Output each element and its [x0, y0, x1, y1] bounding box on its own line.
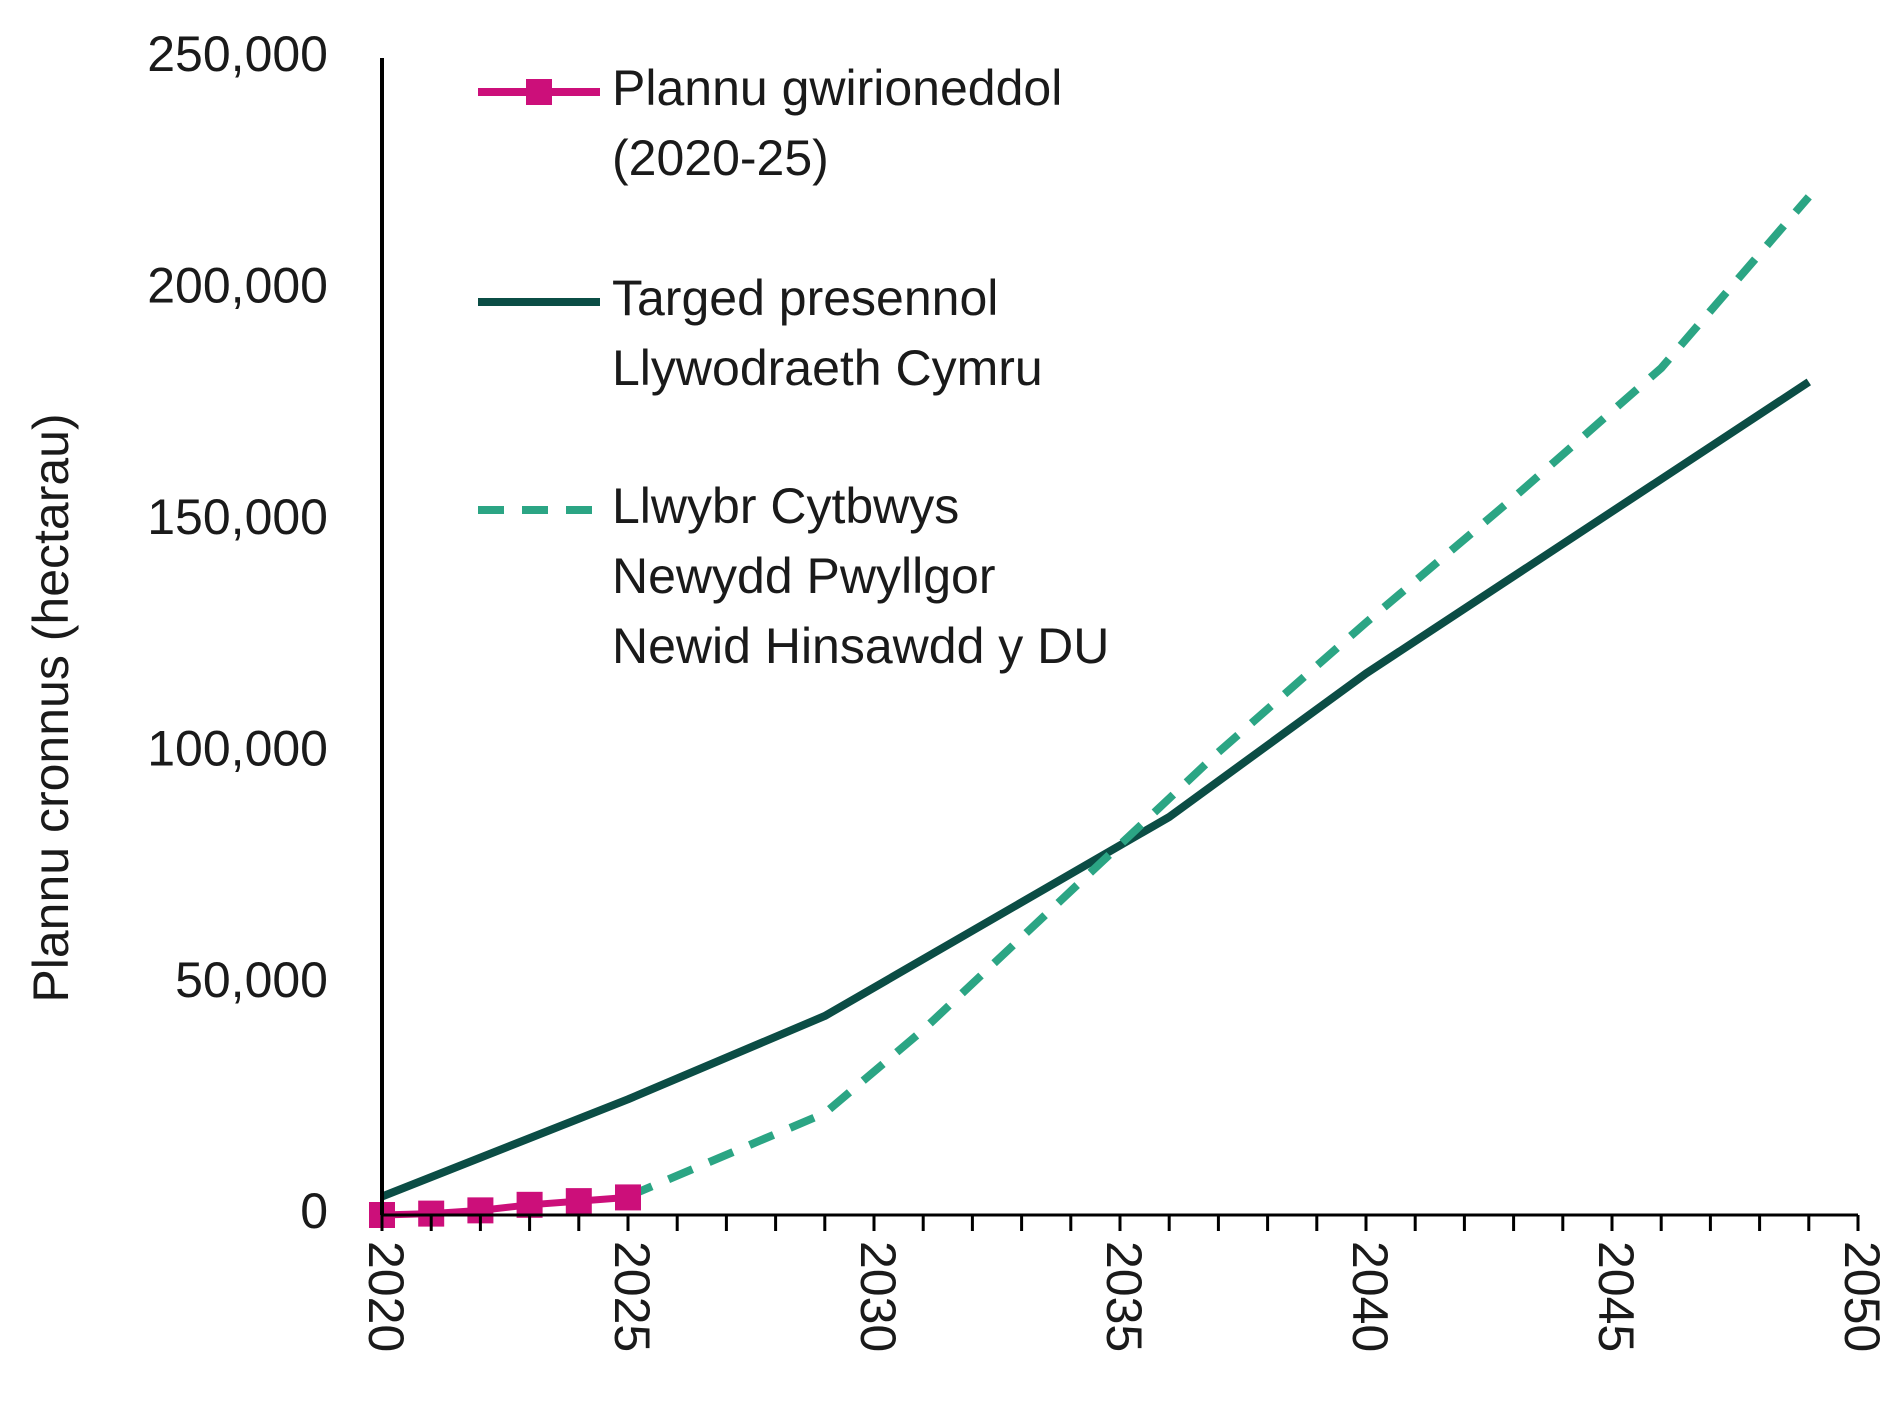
y-axis-title: Plannu cronnus (hectarau) [23, 413, 79, 1002]
plot-lines [369, 194, 1812, 1228]
y-tick-label: 100,000 [147, 720, 328, 776]
legend-label: Targed presennol [612, 270, 998, 326]
y-tick-label: 50,000 [175, 952, 328, 1008]
legend-label: Plannu gwirioneddol [612, 60, 1062, 116]
y-tick-label: 200,000 [147, 258, 328, 314]
x-tick-label: 2035 [1096, 1241, 1152, 1352]
series-marker [516, 1191, 543, 1218]
x-tick-label: 2045 [1588, 1241, 1644, 1352]
x-tick-label: 2025 [604, 1241, 660, 1352]
legend-label: Newid Hinsawdd y DU [612, 618, 1109, 674]
legend-label: Llwybr Cytbwys [612, 478, 959, 534]
legend-marker [526, 79, 552, 105]
x-tick-label: 2030 [850, 1241, 906, 1352]
legend-label: Llywodraeth Cymru [612, 340, 1043, 396]
x-tick-label: 2050 [1834, 1241, 1890, 1352]
y-tick-label: 0 [300, 1183, 328, 1239]
series-line-3 [626, 194, 1812, 1201]
y-tick-label: 250,000 [147, 26, 328, 82]
x-tick-label: 2040 [1342, 1241, 1398, 1352]
axes [380, 58, 1858, 1217]
ticks: 2020 2025 2030 2035 2040 2045 2050 0 50,000 100,0… [147, 26, 1890, 1352]
y-tick-label: 150,000 [147, 489, 328, 545]
series-marker [565, 1188, 592, 1215]
legend: Plannu gwirioneddol (2020-25) Targed prese… [478, 60, 1109, 674]
series-line-2 [380, 378, 1811, 1201]
legend-label: (2020-25) [612, 130, 829, 186]
series-marker [615, 1184, 641, 1211]
legend-label: Newydd Pwyllgor [612, 548, 995, 604]
x-tick-label: 2020 [358, 1241, 414, 1352]
